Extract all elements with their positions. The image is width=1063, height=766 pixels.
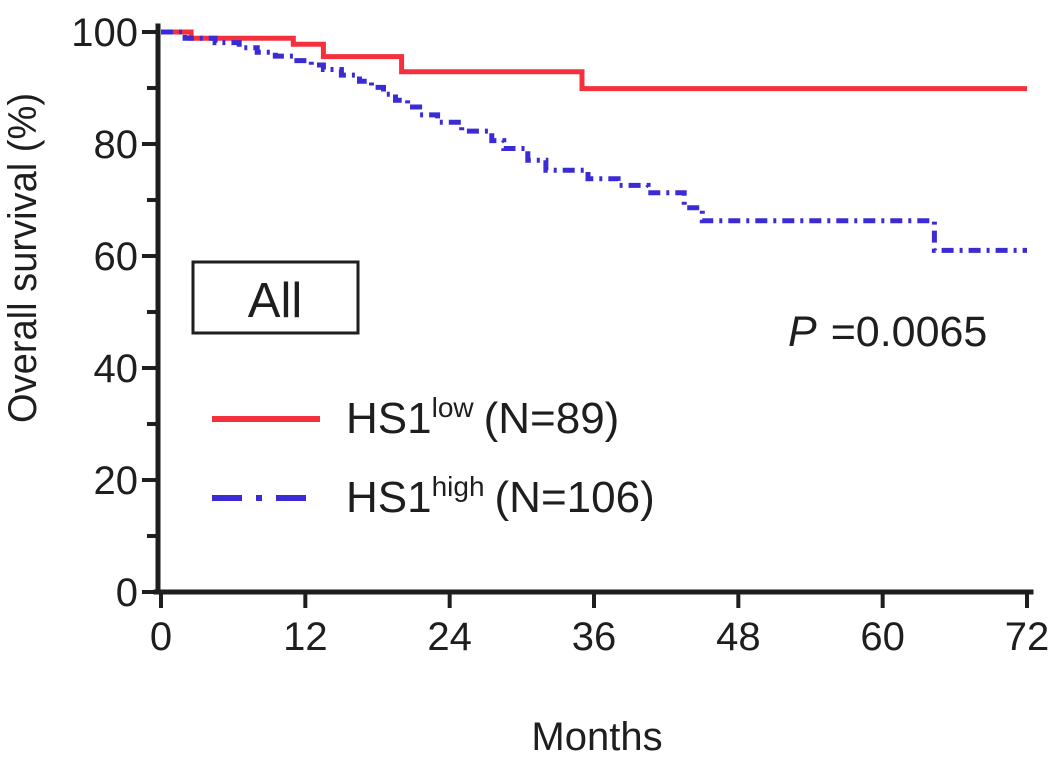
legend-label-hs1-low: HS1low (N=89): [346, 392, 619, 443]
x-axis-title: Months: [531, 715, 662, 759]
y-tick-label: 80: [94, 123, 139, 167]
x-tick-label: 60: [860, 615, 905, 659]
x-tick-label: 12: [283, 615, 328, 659]
tick-marks: [142, 30, 1029, 608]
legend-label-count: (N=89): [484, 394, 620, 443]
subset-box-label: All: [248, 274, 302, 328]
legend-label-superscript: high: [432, 471, 485, 502]
y-tick-label: 100: [71, 11, 138, 55]
y-tick-label: 40: [94, 347, 139, 391]
y-axis-title: Overall survival (%): [1, 93, 45, 423]
y-tick-label: 60: [94, 235, 139, 279]
legend-item-hs1-high: HS1high (N=106): [212, 471, 655, 522]
legend-label-count: (N=106): [495, 473, 655, 522]
y-tick-label: 20: [94, 459, 139, 503]
x-tick-label: 72: [1005, 615, 1050, 659]
p-value-annotation: P =0.0065: [788, 308, 987, 356]
tick-labels: 0 12 24 36 48 60 72 0 20 40 60 80 100: [71, 11, 1049, 659]
legend-label-base: HS1: [346, 394, 432, 443]
legend-label-base: HS1: [346, 473, 432, 522]
x-tick-label: 36: [572, 615, 617, 659]
series-curves: [161, 29, 1027, 253]
x-tick-label: 0: [150, 615, 172, 659]
x-tick-label: 24: [427, 615, 472, 659]
p-symbol: P: [788, 308, 817, 356]
x-tick-label: 48: [716, 615, 761, 659]
y-tick-label: 0: [116, 571, 138, 615]
subset-label-box: All: [191, 260, 360, 335]
subset-box-border: [191, 260, 360, 335]
series-curve-hs1-high: [161, 29, 1027, 253]
series-curve-hs1-low: [161, 29, 1027, 92]
legend-label-hs1-high: HS1high (N=106): [346, 471, 655, 522]
legend-label-superscript: low: [432, 392, 475, 423]
legend-item-hs1-low: HS1low (N=89): [212, 392, 619, 443]
legend: HS1low (N=89) HS1high (N=106): [212, 392, 655, 522]
p-number: =0.0065: [831, 308, 988, 356]
